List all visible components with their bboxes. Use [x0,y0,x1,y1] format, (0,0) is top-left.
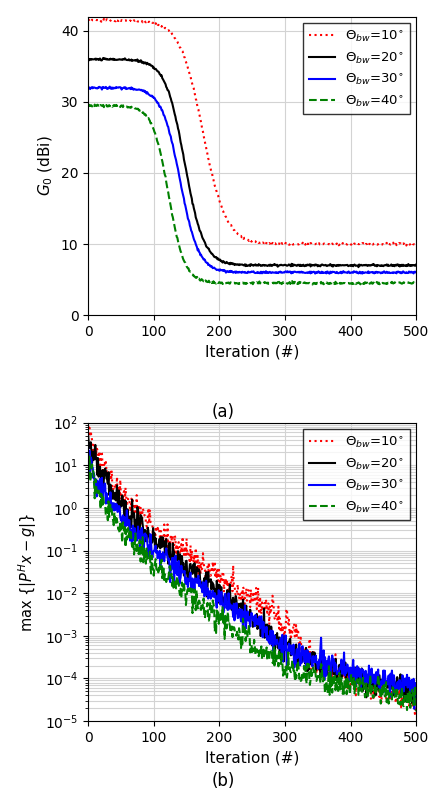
Legend: $\Theta_{bw}$=10$^{\circ}$, $\Theta_{bw}$=20$^{\circ}$, $\Theta_{bw}$=30$^{\circ: $\Theta_{bw}$=10$^{\circ}$, $\Theta_{bw}… [303,429,409,520]
$\Theta_{bw}$=20$^{\circ}$ [168,92,173,101]
$\Theta_{bw}$=30$^{\circ}$ [181,567,186,577]
$\Theta_{bw}$=40$^{\circ}$ [205,598,210,607]
Line: $\Theta_{bw}$=20$^{\circ}$: $\Theta_{bw}$=20$^{\circ}$ [88,435,416,703]
$\Theta_{bw}$=10$^{\circ}$ [297,239,303,249]
$\Theta_{bw}$=20$^{\circ}$ [297,649,302,658]
Y-axis label: $G_0$ (dBi): $G_0$ (dBi) [37,136,55,196]
$\Theta_{bw}$=10$^{\circ}$ [181,52,186,61]
$\Theta_{bw}$=10$^{\circ}$ [206,154,211,164]
$\Theta_{bw}$=40$^{\circ}$ [357,674,363,683]
Line: $\Theta_{bw}$=10$^{\circ}$: $\Theta_{bw}$=10$^{\circ}$ [88,425,416,714]
$\Theta_{bw}$=20$^{\circ}$ [301,649,306,658]
Line: $\Theta_{bw}$=40$^{\circ}$: $\Theta_{bw}$=40$^{\circ}$ [88,105,416,285]
$\Theta_{bw}$=10$^{\circ}$ [301,239,307,248]
$\Theta_{bw}$=20$^{\circ}$ [205,581,210,591]
$\Theta_{bw}$=10$^{\circ}$ [206,572,211,582]
$\Theta_{bw}$=30$^{\circ}$ [107,82,112,92]
$\Theta_{bw}$=30$^{\circ}$ [359,268,364,278]
$\Theta_{bw}$=30$^{\circ}$ [413,267,419,277]
$\Theta_{bw}$=30$^{\circ}$ [301,268,307,278]
Text: (b): (b) [211,772,235,790]
$\Theta_{bw}$=10$^{\circ}$ [86,429,91,439]
$\Theta_{bw}$=20$^{\circ}$ [359,260,364,270]
$\Theta_{bw}$=20$^{\circ}$ [357,668,363,678]
$\Theta_{bw}$=10$^{\circ}$ [358,239,363,248]
X-axis label: Iteration (#): Iteration (#) [205,345,299,359]
$\Theta_{bw}$=10$^{\circ}$ [412,709,417,719]
$\Theta_{bw}$=30$^{\circ}$ [297,639,302,649]
$\Theta_{bw}$=20$^{\circ}$ [181,155,186,164]
$\Theta_{bw}$=20$^{\circ}$ [413,693,419,703]
$\Theta_{bw}$=10$^{\circ}$ [87,14,93,24]
$\Theta_{bw}$=20$^{\circ}$ [86,53,91,63]
$\Theta_{bw}$=10$^{\circ}$ [366,241,371,251]
Line: $\Theta_{bw}$=10$^{\circ}$: $\Theta_{bw}$=10$^{\circ}$ [88,19,416,246]
$\Theta_{bw}$=40$^{\circ}$ [301,673,306,682]
$\Theta_{bw}$=10$^{\circ}$ [181,551,186,560]
$\Theta_{bw}$=40$^{\circ}$ [310,280,315,290]
$\Theta_{bw}$=30$^{\circ}$ [206,260,211,270]
$\Theta_{bw}$=30$^{\circ}$ [412,704,417,713]
$\Theta_{bw}$=20$^{\circ}$ [409,698,415,708]
X-axis label: Iteration (#): Iteration (#) [205,750,299,765]
$\Theta_{bw}$=40$^{\circ}$ [413,706,419,716]
$\Theta_{bw}$=40$^{\circ}$ [86,448,91,457]
$\Theta_{bw}$=40$^{\circ}$ [413,279,419,288]
$\Theta_{bw}$=10$^{\circ}$ [168,28,173,38]
$\Theta_{bw}$=40$^{\circ}$ [168,198,173,207]
Text: (a): (a) [211,403,235,421]
$\Theta_{bw}$=20$^{\circ}$ [413,259,419,269]
$\Theta_{bw}$=40$^{\circ}$ [297,674,302,684]
$\Theta_{bw}$=10$^{\circ}$ [297,638,303,647]
$\Theta_{bw}$=40$^{\circ}$ [167,562,172,571]
$\Theta_{bw}$=40$^{\circ}$ [181,585,186,595]
Line: $\Theta_{bw}$=40$^{\circ}$: $\Theta_{bw}$=40$^{\circ}$ [88,452,416,711]
$\Theta_{bw}$=30$^{\circ}$ [205,583,210,593]
$\Theta_{bw}$=40$^{\circ}$ [90,100,95,109]
$\Theta_{bw}$=10$^{\circ}$ [168,544,173,554]
$\Theta_{bw}$=20$^{\circ}$ [297,260,303,270]
$\Theta_{bw}$=10$^{\circ}$ [413,239,419,249]
$\Theta_{bw}$=20$^{\circ}$ [356,263,361,272]
$\Theta_{bw}$=20$^{\circ}$ [167,538,172,547]
$\Theta_{bw}$=20$^{\circ}$ [206,243,211,253]
Y-axis label: max $\{|P^H x - g|\}$: max $\{|P^H x - g|\}$ [17,512,39,631]
$\Theta_{bw}$=20$^{\circ}$ [301,261,307,271]
$\Theta_{bw}$=30$^{\circ}$ [86,444,91,453]
$\Theta_{bw}$=40$^{\circ}$ [297,279,303,288]
$\Theta_{bw}$=20$^{\circ}$ [100,53,106,63]
$\Theta_{bw}$=40$^{\circ}$ [86,101,91,111]
$\Theta_{bw}$=30$^{\circ}$ [86,82,91,92]
$\Theta_{bw}$=40$^{\circ}$ [181,256,186,266]
$\Theta_{bw}$=10$^{\circ}$ [413,689,419,699]
$\Theta_{bw}$=40$^{\circ}$ [206,277,211,286]
Line: $\Theta_{bw}$=30$^{\circ}$: $\Theta_{bw}$=30$^{\circ}$ [88,87,416,274]
Line: $\Theta_{bw}$=30$^{\circ}$: $\Theta_{bw}$=30$^{\circ}$ [88,448,416,709]
$\Theta_{bw}$=30$^{\circ}$ [357,666,363,676]
$\Theta_{bw}$=30$^{\circ}$ [181,194,186,203]
$\Theta_{bw}$=30$^{\circ}$ [301,650,306,659]
$\Theta_{bw}$=20$^{\circ}$ [181,559,186,568]
$\Theta_{bw}$=20$^{\circ}$ [86,430,91,440]
Line: $\Theta_{bw}$=20$^{\circ}$: $\Theta_{bw}$=20$^{\circ}$ [88,58,416,267]
$\Theta_{bw}$=40$^{\circ}$ [301,278,307,287]
$\Theta_{bw}$=40$^{\circ}$ [359,279,364,288]
$\Theta_{bw}$=30$^{\circ}$ [168,130,173,140]
$\Theta_{bw}$=30$^{\circ}$ [297,268,303,278]
$\Theta_{bw}$=10$^{\circ}$ [86,14,91,24]
$\Theta_{bw}$=10$^{\circ}$ [358,671,363,681]
$\Theta_{bw}$=10$^{\circ}$ [301,646,307,656]
$\Theta_{bw}$=30$^{\circ}$ [327,269,332,279]
$\Theta_{bw}$=10$^{\circ}$ [87,421,92,430]
$\Theta_{bw}$=30$^{\circ}$ [167,559,172,569]
$\Theta_{bw}$=30$^{\circ}$ [413,689,419,699]
Legend: $\Theta_{bw}$=10$^{\circ}$, $\Theta_{bw}$=20$^{\circ}$, $\Theta_{bw}$=30$^{\circ: $\Theta_{bw}$=10$^{\circ}$, $\Theta_{bw}… [303,23,409,114]
